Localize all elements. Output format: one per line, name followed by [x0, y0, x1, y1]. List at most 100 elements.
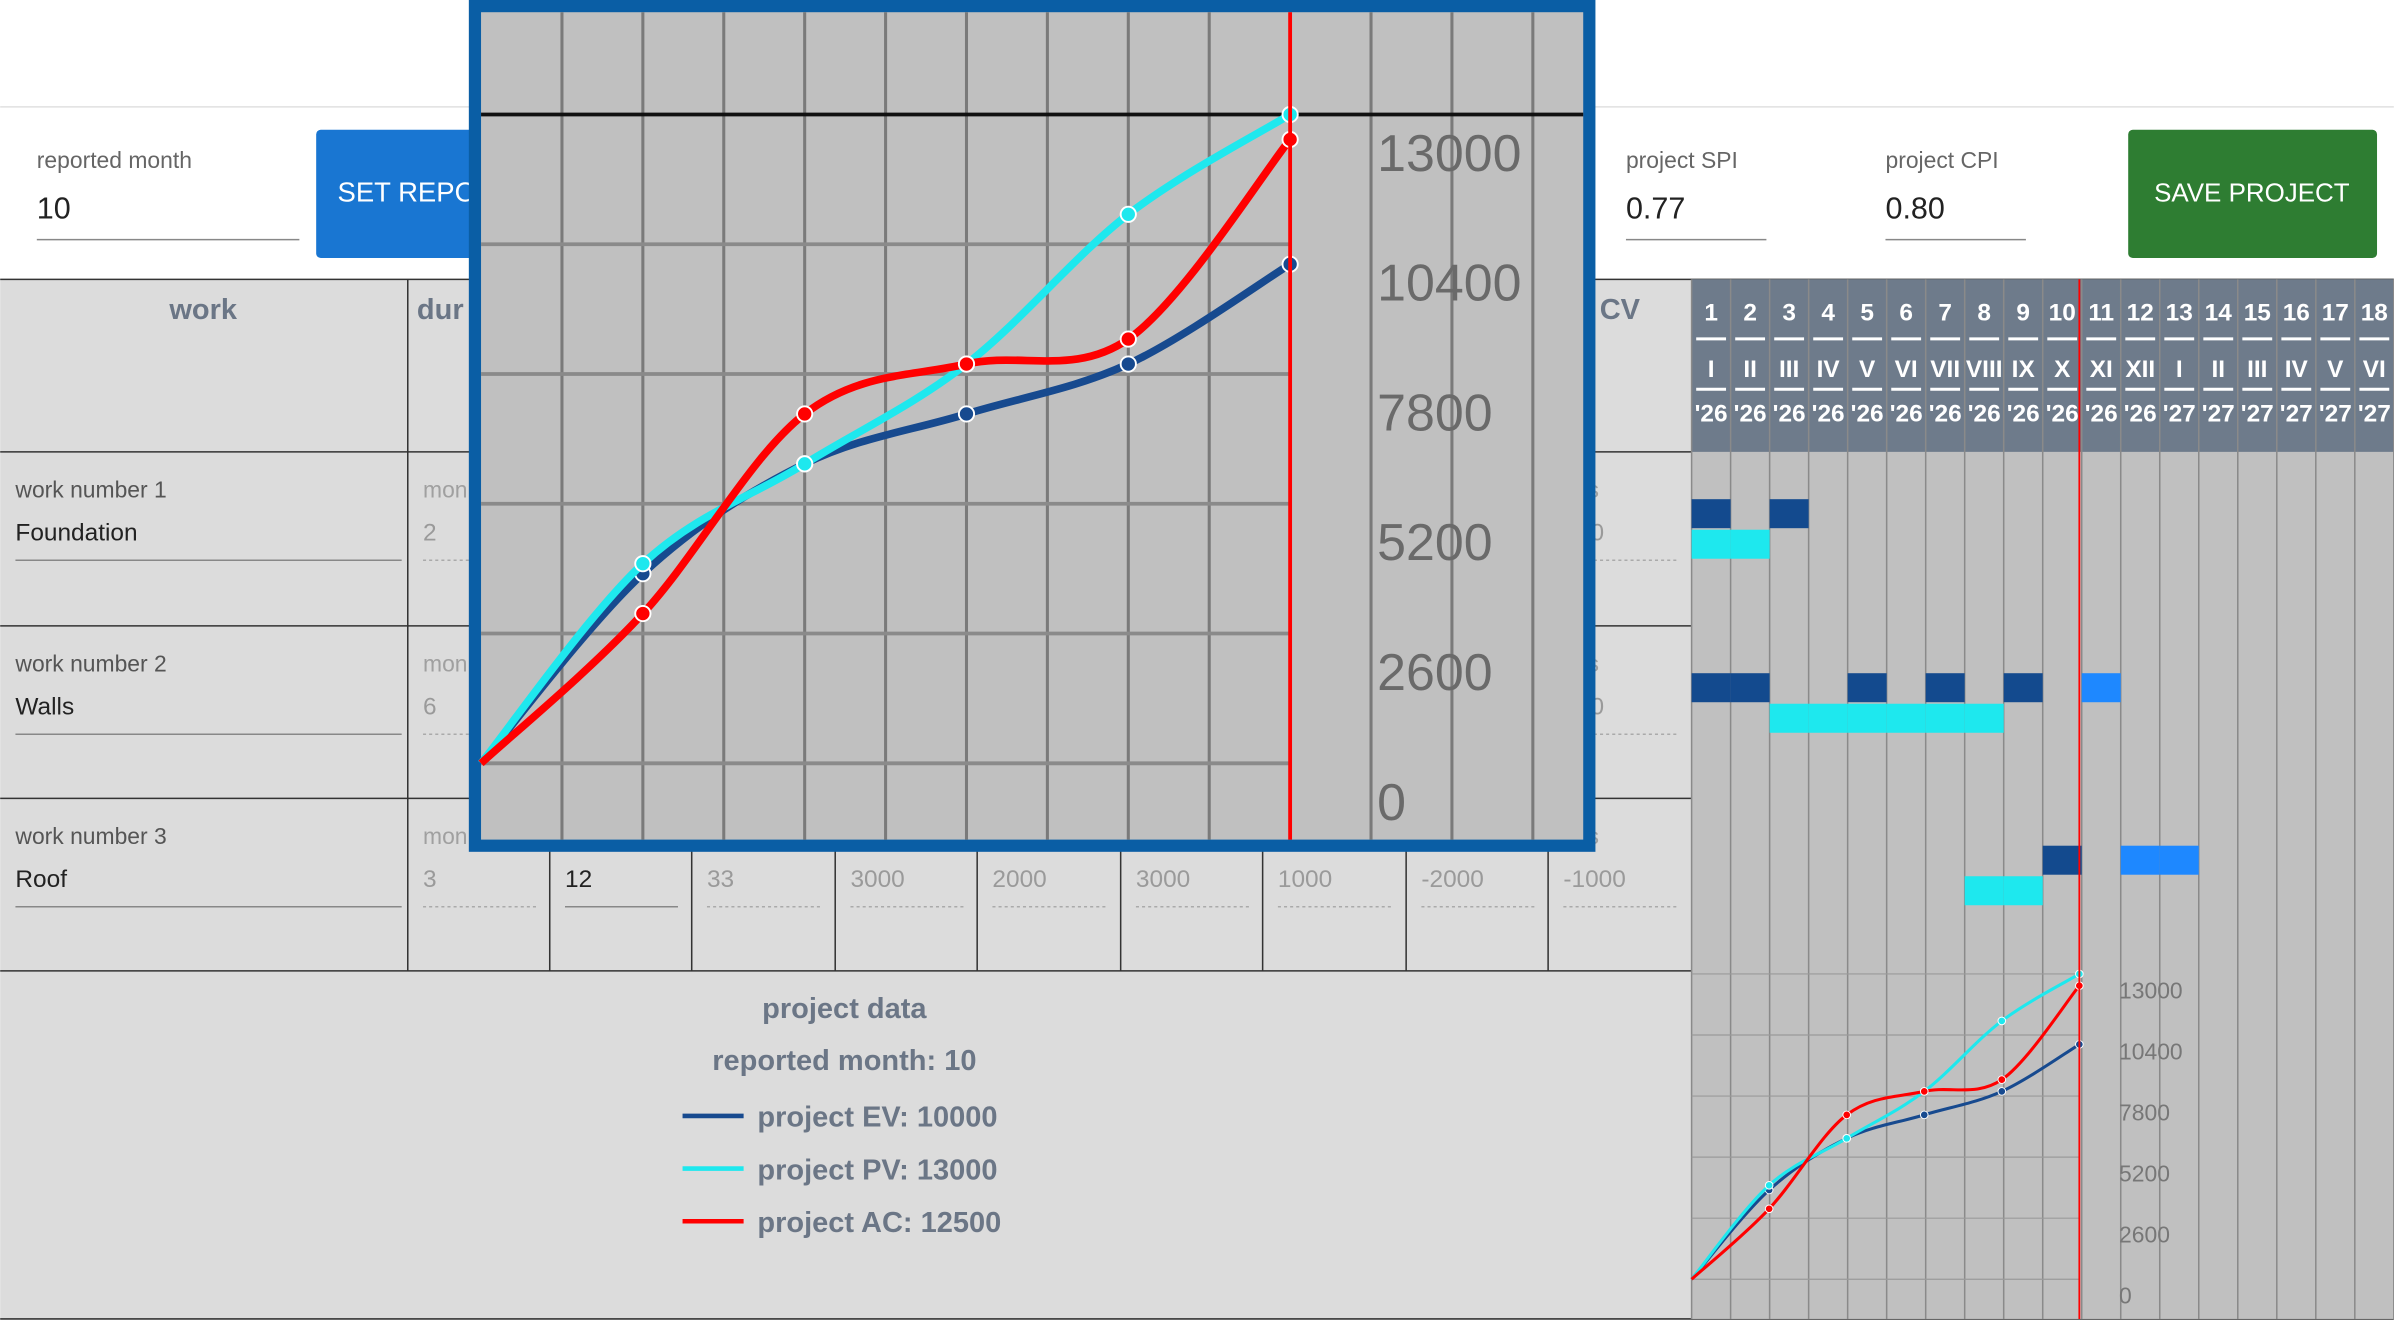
y-tick-label: 2600	[2119, 1222, 2170, 1248]
cell-label: mon	[423, 651, 468, 677]
data-point	[1842, 1110, 1851, 1120]
column-header: work	[168, 294, 238, 326]
month-number: 10	[2049, 300, 2076, 327]
y-tick-label: 0	[1377, 773, 1406, 831]
y-tick-label: 0	[2119, 1283, 2132, 1309]
work-name: Foundation	[15, 519, 137, 546]
month-number: 8	[1977, 300, 1991, 327]
month-number: 15	[2244, 300, 2271, 327]
month-year: '26	[1773, 400, 1806, 427]
month-number: 3	[1782, 300, 1796, 327]
cell-value: 3	[423, 866, 437, 893]
actual-bar	[1769, 703, 1809, 733]
cell-value: 12	[565, 866, 592, 893]
month-year: '27	[2358, 400, 2391, 427]
month-year: '26	[2007, 400, 2040, 427]
planned-bar	[1847, 673, 1887, 703]
month-roman: III	[1779, 356, 1799, 383]
month-roman: IV	[2285, 356, 2309, 383]
cell-value: 6	[423, 693, 437, 720]
planned-bar	[2003, 673, 2043, 703]
legend-label: project PV: 13000	[757, 1154, 997, 1186]
work-name: Walls	[15, 693, 74, 720]
actual-bar	[1964, 876, 2004, 906]
series-line	[478, 137, 1294, 767]
cell-value: 3000	[1136, 866, 1190, 893]
month-roman: VI	[2363, 356, 2386, 383]
forecast-bar	[2081, 673, 2121, 703]
month-number: 7	[1938, 300, 1952, 327]
month-year: '27	[2202, 400, 2235, 427]
planned-bar	[1769, 499, 1809, 529]
month-roman: VI	[1895, 356, 1918, 383]
month-roman: X	[2054, 356, 2071, 383]
popup-plot	[481, 12, 1584, 840]
month-roman: III	[2247, 356, 2267, 383]
field-value: 10	[37, 191, 71, 225]
summary-month: reported month: 10	[712, 1045, 976, 1077]
legend-label: project AC: 12500	[757, 1207, 1001, 1239]
month-number: 16	[2283, 300, 2310, 327]
y-tick-label: 13000	[2119, 977, 2183, 1003]
work-number: work number 1	[14, 477, 166, 503]
month-roman: XI	[2090, 356, 2113, 383]
column-header: dur	[417, 294, 464, 326]
data-point	[1119, 330, 1137, 348]
month-roman: IV	[1817, 356, 1841, 383]
small-chart: 0 2600 5200 7800 10400 13000	[1690, 279, 2183, 1319]
actual-bar	[1808, 703, 1848, 733]
month-number: 1	[1704, 300, 1718, 327]
y-tick-label: 13000	[1377, 124, 1521, 182]
month-roman: IX	[2012, 356, 2036, 383]
month-year: '26	[2124, 400, 2157, 427]
actual-bar	[2003, 876, 2043, 906]
month-year: '26	[1851, 400, 1884, 427]
y-tick-label: 10400	[2119, 1038, 2183, 1064]
data-point	[1997, 1016, 2007, 1026]
series-line	[1690, 984, 2081, 1281]
month-number: 4	[1821, 300, 1835, 327]
data-point	[957, 355, 976, 373]
summary: project data reported month: 10 project EV…	[682, 993, 1001, 1239]
cell-value: -2000	[1421, 866, 1483, 893]
save-button[interactable]	[2128, 129, 2378, 258]
month-roman: VII	[1930, 356, 1960, 383]
y-tick-label: 2600	[1377, 643, 1492, 701]
data-point	[796, 455, 814, 473]
work-number: work number 2	[14, 651, 166, 677]
month-year: '26	[1890, 400, 1923, 427]
field-value: 0.80	[1885, 191, 1944, 225]
month-number: 9	[2016, 300, 2030, 327]
month-number: 14	[2205, 300, 2233, 327]
month-year: '26	[1812, 400, 1845, 427]
month-roman: V	[2327, 356, 2344, 383]
series-line	[478, 260, 1293, 766]
save-button-label: SAVE PROJECT	[2154, 180, 2350, 208]
field-value: 0.77	[1626, 191, 1685, 225]
data-point	[1919, 1110, 1929, 1120]
series-line	[1690, 972, 2081, 1281]
month-number: 6	[1899, 300, 1913, 327]
month-roman: XII	[2125, 356, 2155, 383]
month-number: 17	[2322, 300, 2349, 327]
data-point	[1919, 1087, 1929, 1096]
planned-bar	[1730, 673, 1770, 703]
y-tick-label: 5200	[1377, 513, 1492, 571]
month-year: '26	[1695, 400, 1728, 427]
month-number: 11	[2088, 300, 2114, 327]
month-number: 13	[2166, 300, 2193, 327]
month-year: '27	[2319, 400, 2352, 427]
month-number: 2	[1743, 300, 1757, 327]
data-point	[796, 405, 814, 423]
actual-bar	[1886, 703, 1926, 733]
field-label: project CPI	[1885, 147, 1998, 173]
chart-popup: 0 2600 5200 7800 10400 13000	[468, 0, 1596, 852]
month-year: '26	[1734, 400, 1767, 427]
cell-value: 2	[423, 519, 437, 546]
data-point	[1842, 1134, 1851, 1143]
month-roman: I	[2176, 356, 2183, 383]
data-point	[1119, 205, 1137, 223]
planned-bar	[1925, 673, 1965, 703]
cell-value: 1000	[1278, 866, 1332, 893]
